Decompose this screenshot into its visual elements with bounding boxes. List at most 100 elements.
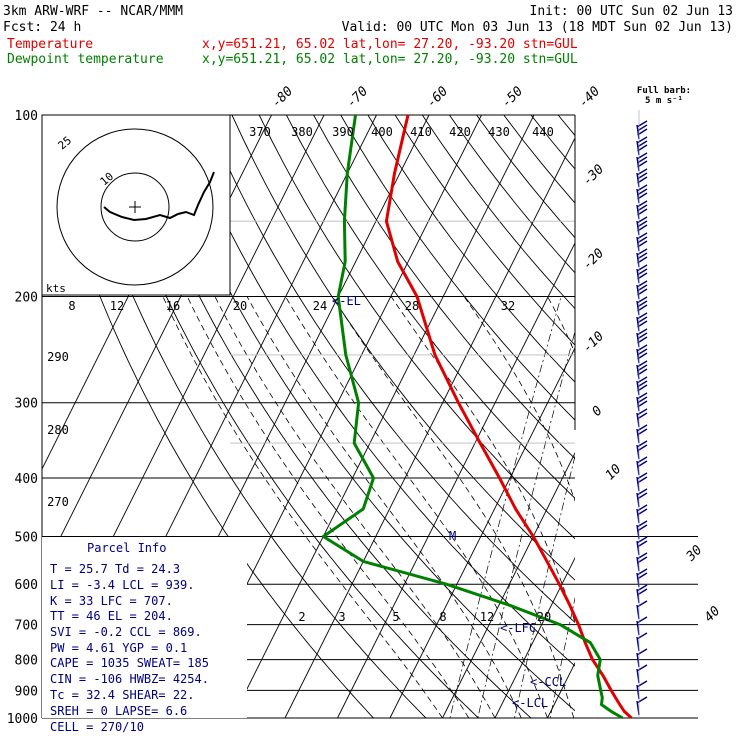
el-marker: <-EL — [332, 294, 361, 308]
wind-barb — [636, 600, 648, 620]
parcel-row: K = 33 LFC = 707. — [50, 594, 173, 608]
parcel-row: PW = 4.61 YGP = 0.1 — [50, 641, 187, 655]
hodograph-ring-outer — [56, 128, 214, 286]
temperature-legend: Temperature — [7, 37, 93, 52]
wind-barb — [636, 680, 648, 700]
wind-barb — [636, 648, 648, 668]
barb-flag — [636, 600, 648, 608]
mixing-ratio-label: 5 — [392, 610, 399, 624]
parcel-row: TT = 46 EL = 204. — [50, 609, 173, 623]
mixing-ratio-label: 3 — [338, 610, 345, 624]
wind-barb — [636, 616, 648, 636]
wind-barb — [636, 328, 648, 348]
moist-adiabat — [214, 296, 496, 718]
barb-flag — [636, 296, 648, 304]
barb-flag — [636, 216, 648, 224]
temperature-line — [384, 115, 633, 718]
theta-label: 420 — [449, 125, 471, 139]
isotherm — [705, 115, 740, 718]
theta-label: 440 — [532, 125, 554, 139]
isotherm-label: 10 — [603, 462, 625, 484]
isotherm — [547, 661, 575, 718]
barb-flag — [636, 472, 648, 480]
theta-label: 410 — [410, 125, 432, 139]
barb-flag — [636, 408, 648, 416]
moist-adiabat — [390, 296, 575, 624]
model-title: 3km ARW-WRF -- NCAR/MMM — [3, 4, 183, 19]
mixing-ratio-line — [640, 297, 720, 719]
mixing-ratio-label: 16 — [166, 299, 180, 313]
barb-flag — [636, 696, 648, 704]
barb-legend-title: Full barb: — [637, 86, 691, 96]
barb-flag — [636, 456, 648, 464]
barb-flag — [636, 584, 648, 592]
mixing-ratio-label: 20 — [233, 299, 247, 313]
moist-adiabat — [463, 296, 575, 502]
barb-flag — [636, 632, 648, 640]
isotherm-label: 40 — [702, 604, 724, 626]
pressure-tick-label: 700 — [15, 619, 38, 634]
theta-label: 430 — [488, 125, 510, 139]
parcel-row: T = 25.7 Td = 24.3 — [50, 562, 180, 576]
lcl-marker: <-LCL — [512, 696, 548, 710]
parcel-row: SVI = -0.2 CCL = 869. — [50, 625, 202, 639]
wind-barb — [636, 184, 648, 204]
wind-barb — [636, 152, 648, 172]
wind-barb — [636, 472, 648, 492]
theta-label: 270 — [47, 495, 69, 509]
parcel-row: LI = -3.4 LCL = 939. — [50, 578, 195, 592]
mixing-ratio-line — [477, 330, 575, 718]
parcel-row: SREH = 0 LAPSE= 6.6 — [50, 704, 187, 718]
dry-adiabat — [449, 115, 575, 274]
wind-barb — [636, 344, 648, 364]
mixing-ratio-label: 24 — [313, 299, 327, 313]
wind-barb — [636, 296, 648, 316]
isotherm — [232, 115, 535, 718]
mixing-ratio-label: 12 — [110, 299, 124, 313]
barb-flag — [636, 552, 648, 560]
barb-flag — [636, 664, 648, 672]
theta-label: 400 — [371, 125, 393, 139]
isotherm-label: 0 — [589, 403, 605, 419]
isotherm — [337, 241, 575, 718]
pressure-tick-label: 600 — [15, 578, 38, 593]
barb-flag — [636, 248, 648, 256]
m-marker: M — [449, 529, 456, 543]
grid — [41, 114, 740, 719]
wind-barb — [636, 168, 648, 188]
barb-flag — [636, 312, 648, 320]
pressure-tick-label: 1000 — [7, 712, 38, 727]
hodograph-units: kts — [46, 282, 66, 295]
isotherm-label: -40 — [576, 84, 603, 111]
dewpoint-line — [321, 115, 624, 718]
barb-flag — [636, 440, 648, 448]
parcel-row: CIN = -106 HWBZ= 4254. — [50, 672, 209, 686]
isotherm — [389, 346, 575, 718]
dewpoint-legend: Dewpoint temperature — [7, 52, 164, 67]
wind-barb — [636, 232, 648, 252]
valid-time: Valid: 00 UTC Mon 03 Jun 13 (18 MDT Sun … — [342, 20, 733, 35]
barb-flag — [636, 328, 648, 336]
mixing-ratio-label: 8 — [439, 610, 446, 624]
theta-label: 370 — [249, 125, 271, 139]
sounding-curves — [321, 115, 633, 718]
pressure-tick-label: 100 — [15, 109, 38, 124]
dry-adiabat — [585, 115, 740, 718]
wind-barb — [636, 248, 648, 268]
barb-flag — [636, 568, 648, 576]
wind-barb — [636, 280, 648, 300]
wind-barb — [636, 504, 648, 524]
mixing-ratio-label: 12 — [480, 610, 494, 624]
barb-flag — [636, 392, 648, 400]
mixing-ratio-label: 2 — [298, 610, 305, 624]
pressure-tick-label: 300 — [15, 397, 38, 412]
lfc-marker: <-LFC — [500, 621, 536, 635]
isotherm — [442, 451, 575, 718]
isotherm-label: -30 — [580, 162, 607, 189]
wind-barb — [636, 664, 648, 684]
dry-adiabat — [95, 115, 479, 718]
mixing-ratio-label: 20 — [537, 610, 551, 624]
parcel-row: CELL = 270/10 — [50, 720, 144, 734]
